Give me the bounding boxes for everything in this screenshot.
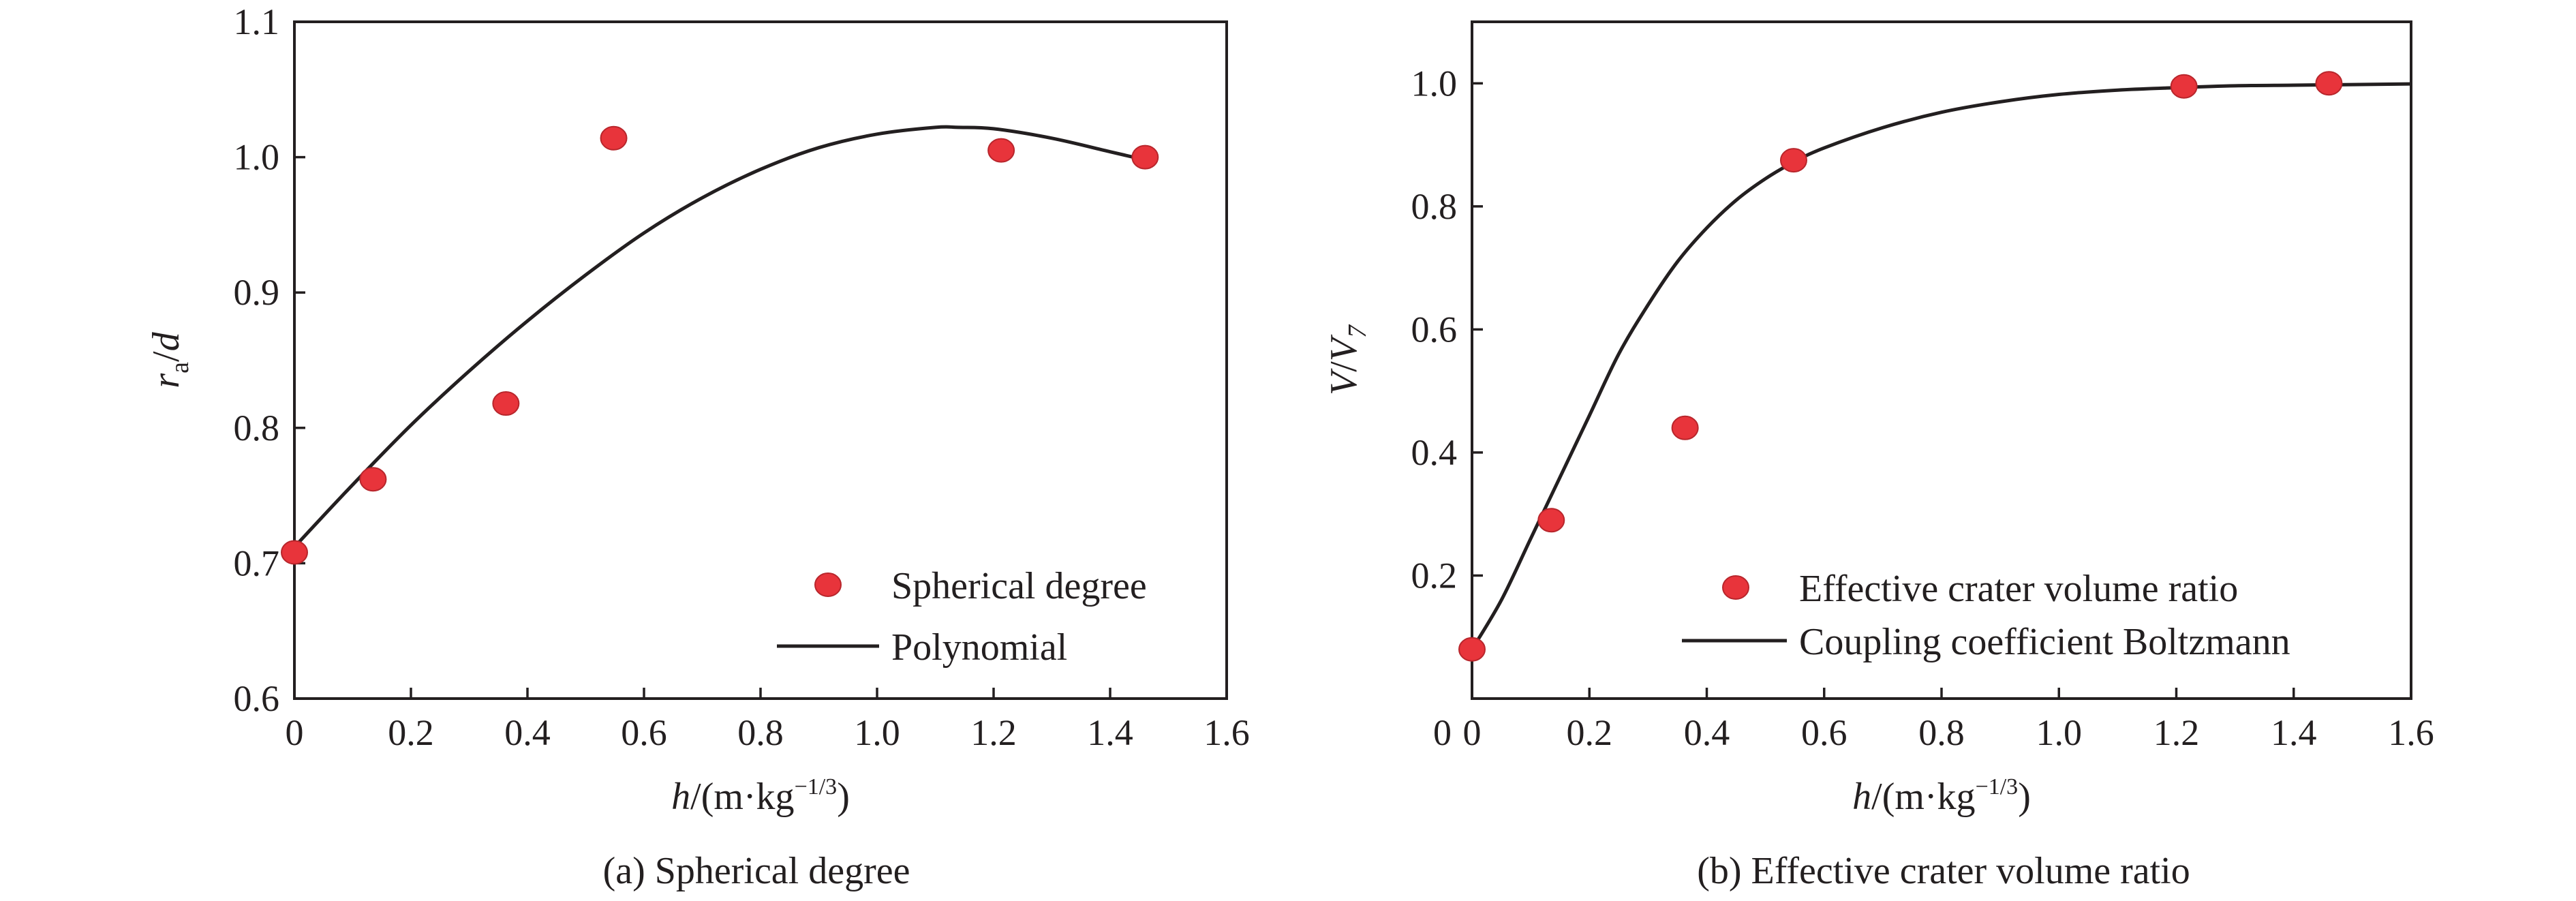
fit-curve: [1470, 82, 2412, 651]
x-tick-label: 1.4: [1087, 712, 1133, 753]
legend: Effective crater volume ratio Coupling co…: [1682, 568, 2290, 663]
y-tick-label: 0.7: [234, 543, 280, 583]
y-tick-label: 0.4: [1411, 432, 1458, 473]
data-point: [1671, 415, 1699, 440]
legend-label-line: Coupling coefficient Boltzmann: [1799, 621, 2290, 663]
data-point: [492, 391, 520, 416]
y-tick-label: 1.1: [234, 1, 280, 42]
x-tick-label: 1.6: [1203, 712, 1250, 753]
y-tick-label: 0.2: [1411, 555, 1458, 596]
origin-label: 0: [1433, 712, 1452, 753]
data-point: [359, 467, 387, 492]
data-point: [1131, 144, 1159, 170]
y-tick-label: 1.0: [1411, 63, 1458, 104]
data-point: [2170, 74, 2198, 99]
x-tick-label: 1.6: [2388, 712, 2434, 753]
legend-point-marker: [1722, 575, 1749, 600]
chart-panel-b: 0 0.2 0.4 0.6 0.8 1.0 1.2 1.4 1.6 0.2 0.4 0.6 0.8 1.0…: [1323, 20, 2434, 892]
x-tick-label: 0.6: [1801, 712, 1847, 753]
legend-point-marker: [814, 572, 842, 597]
x-tick-label: 1.0: [2036, 712, 2083, 753]
y-tick-label: 0.6: [234, 678, 280, 719]
x-tick-label: 0.8: [737, 712, 784, 753]
y-axis-title: ra/d: [145, 331, 194, 388]
data-point: [2315, 71, 2343, 96]
panel-caption: (b) Effective crater volume ratio: [1697, 850, 2190, 892]
x-tick-label: 0.4: [504, 712, 551, 753]
data-point: [987, 138, 1015, 163]
x-axis-title: h/(m·kg−1/3): [1852, 774, 2031, 818]
x-tick-label: 0.4: [1684, 712, 1730, 753]
data-point: [1779, 148, 1807, 173]
chart-panel-a: 0 0.2 0.4 0.6 0.8 1.0 1.2 1.4 1.6 0.6 0.7 0.8 0.9 1.0…: [145, 1, 1250, 892]
x-tick-label: 1.0: [854, 712, 900, 753]
legend-label-line: Polynomial: [891, 626, 1067, 669]
legend: Spherical degree Polynomial: [777, 565, 1147, 669]
y-tick-label: 0.9: [234, 272, 280, 313]
x-tick-label: 0: [286, 712, 304, 753]
fit-curve: [293, 125, 1146, 549]
x-tick-label: 1.2: [2153, 712, 2200, 753]
data-point: [1458, 637, 1486, 662]
x-axis-title: h/(m·kg−1/3): [671, 774, 850, 818]
legend-label-points: Spherical degree: [891, 565, 1147, 607]
x-tick-label: 0.2: [388, 712, 434, 753]
panel-caption: (a) Spherical degree: [603, 850, 910, 892]
x-tick-label: 1.4: [2271, 712, 2317, 753]
x-tick-label: 1.2: [970, 712, 1017, 753]
x-tick-label: 0.6: [621, 712, 667, 753]
legend-label-points: Effective crater volume ratio: [1799, 568, 2238, 610]
y-tick-label: 1.0: [234, 137, 280, 178]
data-point: [600, 125, 628, 151]
x-tick-label: 0.2: [1567, 712, 1613, 753]
data-point: [281, 540, 308, 565]
y-axis-title: V/V7: [1323, 324, 1372, 395]
x-tick-label: 0: [1463, 712, 1482, 753]
x-tick-label: 0.8: [1918, 712, 1965, 753]
y-tick-label: 0.8: [1411, 186, 1458, 227]
y-tick-label: 0.8: [234, 408, 280, 448]
y-tick-label: 0.6: [1411, 309, 1458, 350]
data-point: [1537, 508, 1565, 533]
